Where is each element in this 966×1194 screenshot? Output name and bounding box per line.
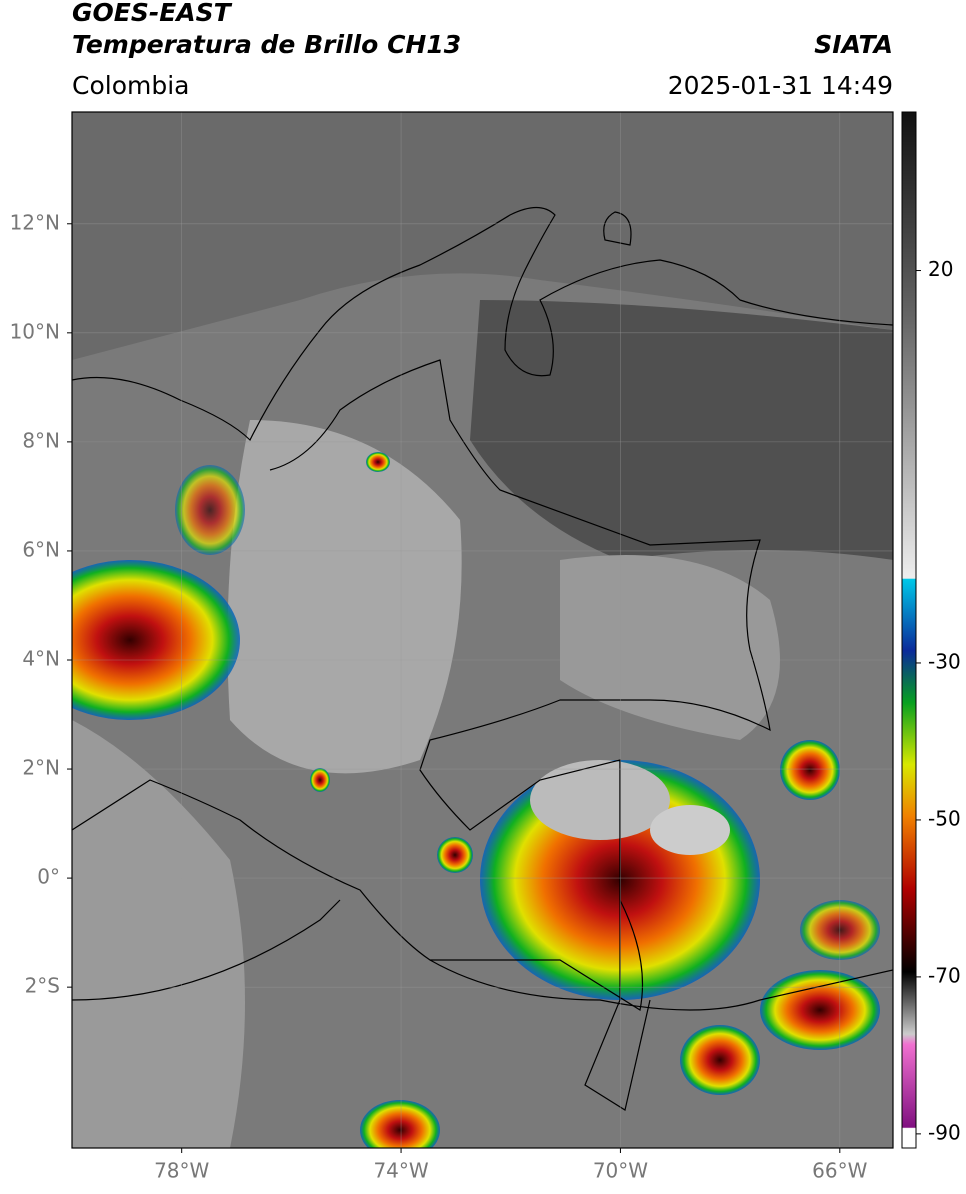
- lat-label: 2°S: [25, 974, 60, 998]
- map-frame: [71, 111, 894, 1149]
- lon-label: 70°W: [593, 1159, 648, 1183]
- lon-label: 78°W: [154, 1159, 209, 1183]
- datetime: 2025-01-31 14:49: [668, 71, 893, 100]
- colorbar-label: -30: [928, 649, 961, 673]
- colorbar-label: -90: [928, 1120, 961, 1144]
- lat-label: 8°N: [22, 428, 60, 452]
- colorbar: [901, 111, 917, 1149]
- lon-label: 66°W: [812, 1159, 867, 1183]
- lat-label: 12°N: [10, 210, 60, 234]
- colorbar-label: -70: [928, 963, 961, 987]
- lat-label: 4°N: [22, 646, 60, 670]
- title: GOES-EAST: [72, 0, 233, 27]
- lat-label: 10°N: [10, 319, 60, 343]
- colorbar-label: -50: [928, 806, 961, 830]
- lat-label: 0°: [37, 865, 60, 889]
- colorbar-label: 20: [928, 257, 953, 281]
- region: Colombia: [72, 71, 189, 100]
- lat-label: 2°N: [22, 756, 60, 780]
- subtitle: Temperatura de Brillo CH13: [72, 30, 461, 59]
- lon-label: 74°W: [373, 1159, 428, 1183]
- satellite-image: [72, 112, 893, 1148]
- agency: SIATA: [814, 30, 893, 59]
- lat-label: 6°N: [22, 537, 60, 561]
